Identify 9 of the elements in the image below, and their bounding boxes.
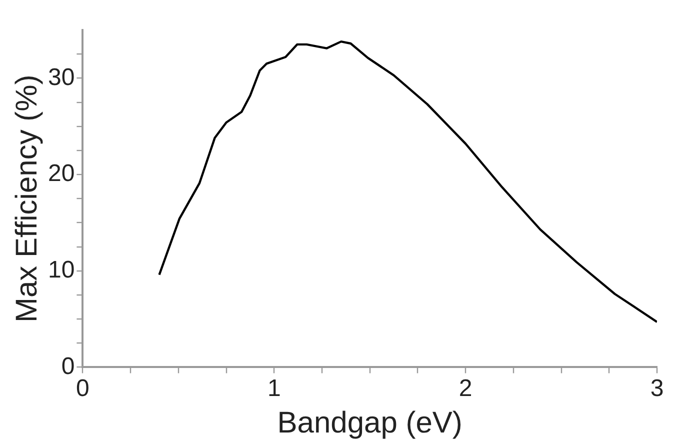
x-tick-label: 3 <box>650 375 664 402</box>
x-tick-label: 2 <box>458 375 472 402</box>
y-tick-label: 0 <box>61 352 75 380</box>
y-axis-title: Max Efficiency (%) <box>10 74 44 323</box>
y-tick-label: 10 <box>48 256 75 284</box>
y-tick-label: 20 <box>48 160 75 188</box>
y-tick-label: 30 <box>48 64 75 91</box>
x-axis-title: Bandgap (eV) <box>277 406 462 440</box>
x-tick-label: 1 <box>267 375 281 402</box>
